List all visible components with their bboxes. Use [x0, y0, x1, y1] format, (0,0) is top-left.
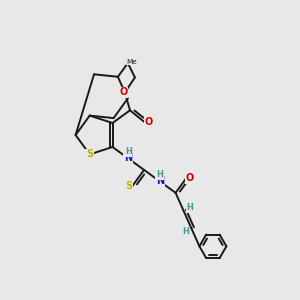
Text: N: N [156, 176, 164, 186]
Text: S: S [125, 181, 133, 191]
Text: H: H [156, 170, 163, 179]
Text: O: O [186, 173, 194, 183]
Text: S: S [86, 149, 93, 159]
Text: Me: Me [127, 59, 137, 65]
Text: H: H [186, 203, 193, 212]
Text: N: N [124, 154, 132, 164]
Text: O: O [145, 117, 153, 127]
Text: O: O [119, 87, 128, 98]
Text: H: H [182, 227, 189, 236]
Text: H: H [125, 147, 132, 156]
